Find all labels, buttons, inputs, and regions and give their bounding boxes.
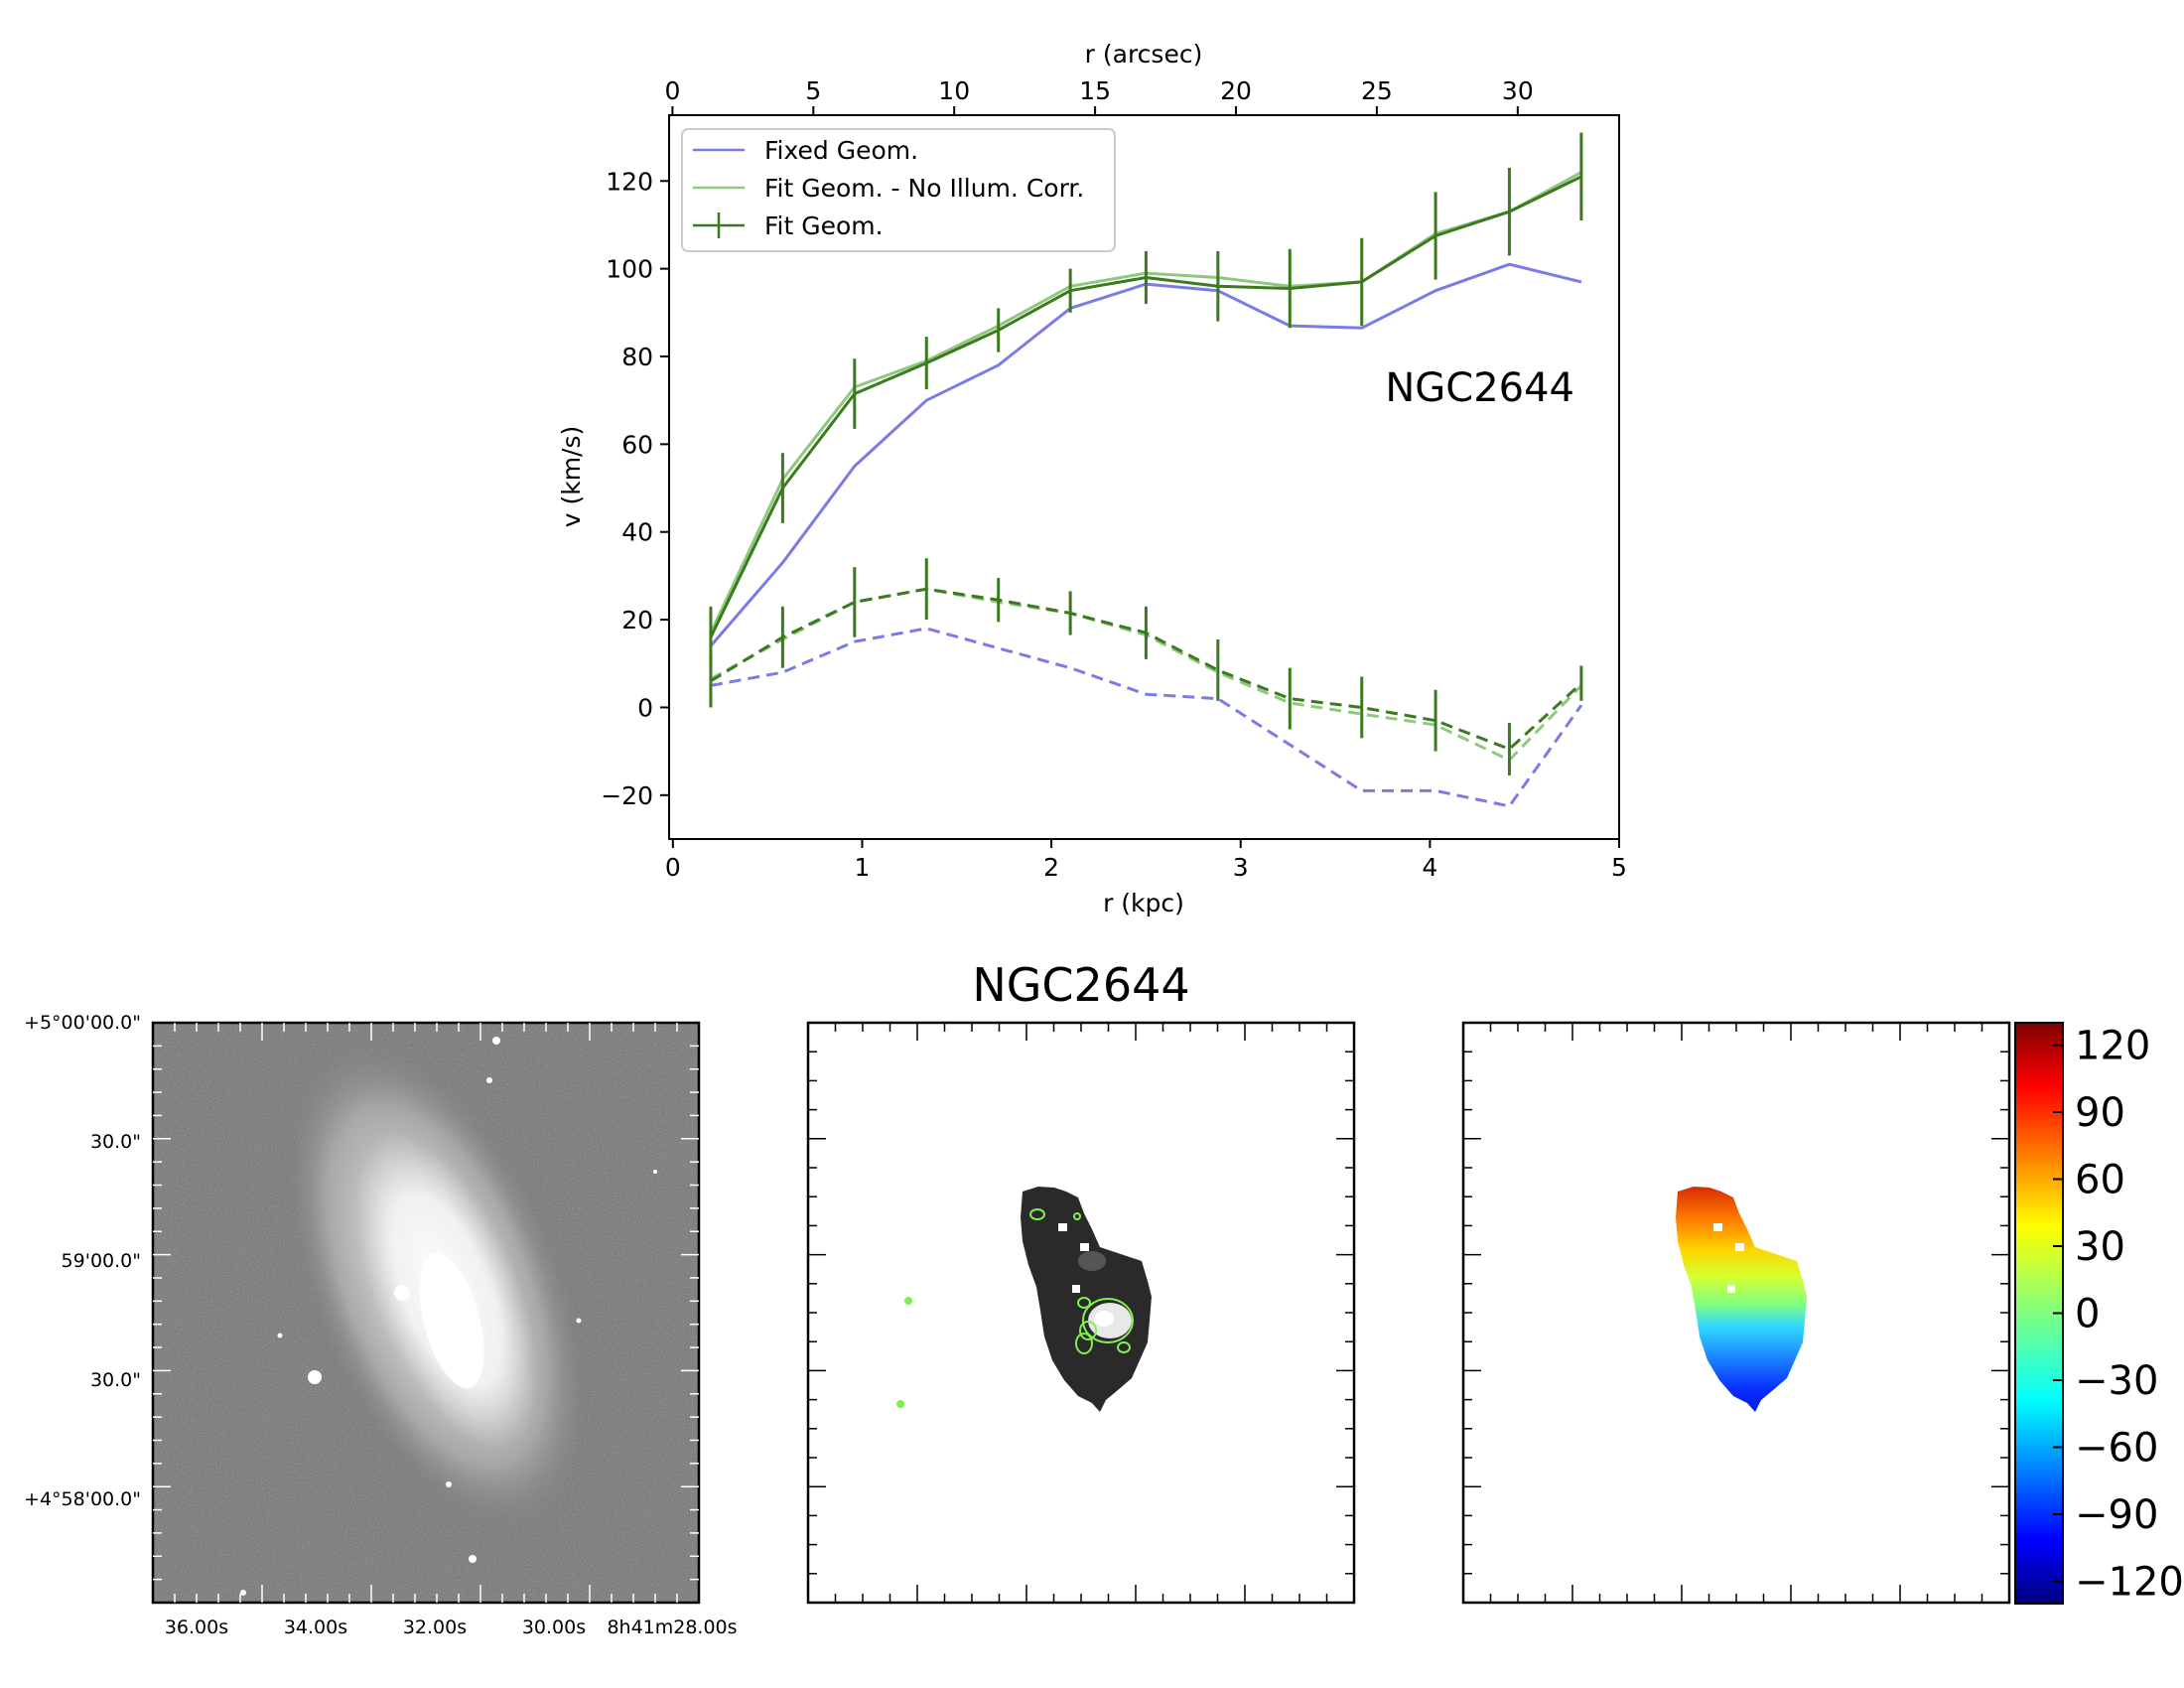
galaxy-annotation: NGC2644 [1385, 365, 1574, 411]
colorbar-tick-label: −60 [2075, 1426, 2158, 1472]
colorbar-ticks: 120 90 60 30 0 −30 −60 −90 −120 [2053, 1024, 2184, 1606]
y-tick-label: 100 [606, 255, 653, 284]
image-ticks [153, 1023, 699, 1603]
intensity-map-panel: NGC2644 [806, 958, 1356, 1605]
legend-box [681, 128, 1116, 252]
x-tick-label: 5 [1611, 853, 1627, 882]
star [576, 1318, 582, 1324]
masked-pixel [1713, 1223, 1722, 1231]
intensity-peak [1094, 1311, 1114, 1327]
ra-tick-label: 30.00s [522, 1617, 586, 1638]
series-line-3 [710, 627, 1583, 808]
ra-tick-label: 8h41m28.00s [607, 1617, 737, 1638]
dec-tick-label: +4°58'00.0" [24, 1488, 141, 1510]
x-axis-label: r (kpc) [1103, 889, 1184, 917]
star [653, 1170, 657, 1174]
contour-point [896, 1400, 904, 1408]
masked-pixel [1058, 1223, 1067, 1231]
legend-label-fit: Fit Geom. [764, 211, 884, 240]
top-x-tick-label: 10 [938, 76, 970, 105]
optical-image-panel: 36.00s 34.00s 32.00s 30.00s 8h41m28.00s … [24, 1012, 738, 1638]
masked-pixel [1072, 1285, 1080, 1293]
rotation-curve-chart: 0 1 2 3 4 5 −20 0 20 40 60 80 100 120 0 5 10 15 20 25 30 Fix… [557, 40, 1627, 917]
velocity-map-panel: 120 90 60 30 0 −30 −60 −90 −120 [1461, 1021, 2184, 1606]
colorbar-tick-label: 30 [2075, 1224, 2125, 1270]
colorbar-tick-label: −120 [2075, 1560, 2184, 1606]
top-x-tick-label: 15 [1079, 76, 1111, 105]
ra-tick-label: 32.00s [403, 1617, 467, 1638]
galaxy-bright-core [419, 1252, 484, 1389]
star [492, 1037, 500, 1045]
top-x-axis-label: r (arcsec) [1085, 40, 1203, 69]
image-frame [151, 1021, 701, 1605]
colorbar-tick-label: −30 [2075, 1358, 2158, 1404]
y-tick-label: 20 [621, 606, 653, 634]
x-tick-label: 1 [854, 853, 870, 882]
star [446, 1481, 452, 1487]
colorbar-tick-label: 90 [2075, 1090, 2125, 1136]
top-x-tick-label: 25 [1361, 76, 1393, 105]
star [308, 1370, 322, 1384]
series-line-0 [709, 262, 1582, 647]
legend-label-nocorr: Fit Geom. - No Illum. Corr. [764, 174, 1084, 203]
dec-tick-label: 30.0" [90, 1369, 141, 1391]
series-layer [709, 132, 1583, 808]
ra-tick-label: 34.00s [284, 1617, 347, 1638]
y-tick-label: 120 [606, 167, 653, 196]
star [240, 1590, 246, 1596]
intensity-blob [1021, 1187, 1152, 1412]
masked-pixel [1727, 1285, 1735, 1293]
star [277, 1333, 283, 1338]
dec-tick-label: 30.0" [90, 1131, 141, 1153]
x-tick-label: 0 [665, 853, 681, 882]
ra-tick-label: 36.00s [165, 1617, 228, 1638]
x-tick-label: 2 [1043, 853, 1059, 882]
y-tick-label: −20 [601, 781, 653, 810]
y-tick-label: 60 [621, 430, 653, 459]
panel-title: NGC2644 [972, 958, 1189, 1012]
velocity-field [1676, 1187, 1807, 1412]
contour-point [904, 1297, 912, 1305]
top-x-tick-label: 5 [805, 76, 821, 105]
colorbar-tick-label: −90 [2075, 1492, 2158, 1538]
y-axis-label: v (km/s) [557, 426, 586, 528]
contours [1029, 1208, 1134, 1354]
y-tick-label: 40 [621, 518, 653, 547]
velocity-ticks [1463, 1023, 2009, 1603]
map-ticks [808, 1023, 1354, 1603]
legend-label-fixed: Fixed Geom. [764, 136, 918, 165]
dec-tick-label: +5°00'00.0" [24, 1012, 141, 1034]
axis-ticks: 0 1 2 3 4 5 −20 0 20 40 60 80 100 120 0 5 10 15 20 25 30 [601, 76, 1627, 882]
masked-pixel [1080, 1243, 1089, 1251]
plot-frame [668, 114, 1620, 840]
colorbar-tick-label: 120 [2075, 1024, 2150, 1069]
x-tick-label: 4 [1422, 853, 1437, 882]
top-x-tick-label: 0 [664, 76, 680, 105]
masked-pixel [1735, 1243, 1744, 1251]
legend: Fixed Geom. Fit Geom. - No Illum. Corr. … [681, 128, 1116, 252]
top-x-tick-label: 30 [1502, 76, 1534, 105]
star [469, 1555, 477, 1563]
colorbar-tick-label: 60 [2075, 1158, 2125, 1203]
intensity-region [1078, 1251, 1106, 1271]
y-tick-label: 80 [621, 343, 653, 371]
star [486, 1077, 492, 1083]
x-tick-label: 3 [1233, 853, 1249, 882]
star [394, 1285, 410, 1301]
colorbar-tick-label: 0 [2075, 1292, 2100, 1337]
top-x-tick-label: 20 [1220, 76, 1252, 105]
y-tick-label: 0 [637, 693, 653, 722]
dec-tick-label: 59'00.0" [62, 1250, 141, 1272]
